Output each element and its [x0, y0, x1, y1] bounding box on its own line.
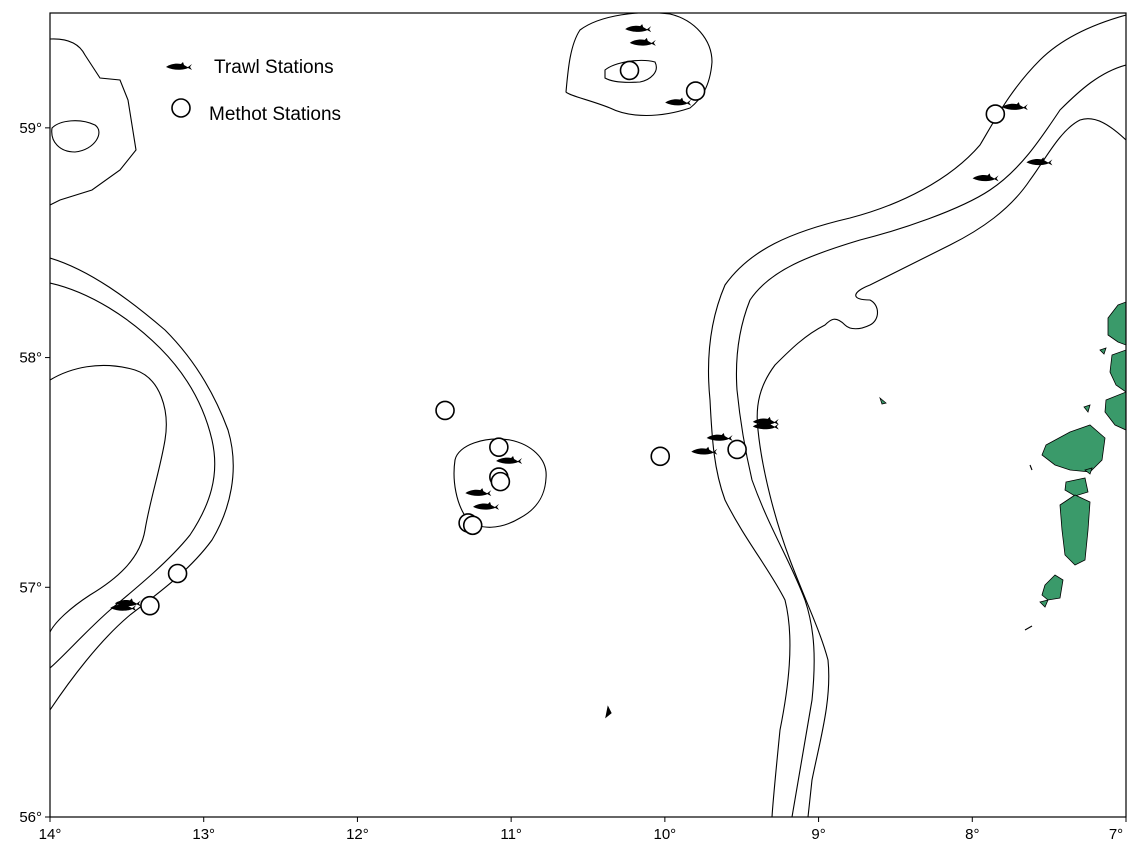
methot-station-circle-icon	[489, 437, 509, 457]
x-tick-label: 14°	[39, 826, 62, 843]
y-tick-label: 59°	[19, 120, 42, 137]
methot-station-circle-icon	[985, 104, 1006, 124]
small-feature-3	[1024, 625, 1033, 631]
trawl-station-fish-icon	[629, 37, 656, 46]
trawl-station-fish-icon	[706, 432, 733, 441]
trawl-station-fish-icon	[625, 24, 652, 33]
slope-inner-contour	[735, 64, 1126, 817]
rockall-middle-contour	[50, 282, 216, 669]
small-feature	[605, 705, 612, 719]
y-tick-label: 58°	[19, 350, 42, 367]
x-tick-label: 10°	[654, 826, 677, 843]
legend-trawl-label: Trawl Stations	[214, 57, 334, 78]
methot-station-circle-icon	[685, 81, 706, 101]
x-tick-label: 13°	[192, 826, 215, 843]
y-axis: 59° 58° 57° 56°	[19, 120, 50, 826]
slope-third-contour	[756, 118, 1126, 817]
land-islet-5	[1083, 404, 1091, 413]
x-tick-label: 8°	[965, 826, 979, 843]
rosemary-contour	[565, 13, 713, 117]
rockall-outer-contour	[50, 257, 234, 711]
land-masses	[879, 301, 1126, 608]
methot-station-circle-icon	[462, 515, 483, 536]
x-tick-label: 7°	[1109, 826, 1123, 843]
methot-station-circle-icon	[490, 471, 511, 492]
methot-station-circle-icon	[727, 439, 747, 460]
land-islet-4	[1099, 347, 1107, 355]
nw-small-contour	[51, 120, 100, 153]
land-upper	[1109, 349, 1126, 393]
x-tick-label: 9°	[811, 826, 825, 843]
land-islet-2	[879, 396, 887, 405]
land-islet-1	[1039, 599, 1049, 608]
trawl-station-fish-icon	[465, 488, 492, 497]
small-feature-2	[1029, 464, 1033, 471]
map-frame	[49, 12, 1127, 818]
trawl-station-fish-icon	[972, 173, 999, 182]
methot-stations-layer	[140, 60, 1006, 616]
land-uist	[1059, 494, 1091, 566]
trawl-station-fish-icon	[473, 501, 500, 510]
y-tick-label: 57°	[19, 579, 42, 596]
methot-station-circle-icon	[619, 60, 640, 81]
methot-station-circle-icon	[650, 446, 671, 467]
methot-station-circle-icon	[435, 400, 455, 421]
legend-methot-label: Methot Stations	[209, 104, 341, 125]
slope-outer-contour	[708, 14, 1126, 817]
nw-contour	[50, 38, 137, 206]
land-harris	[1064, 477, 1089, 497]
x-axis: 14° 13° 12° 11° 10° 9° 8° 7°	[39, 817, 1127, 843]
trawl-station-fish-icon	[665, 97, 692, 106]
legend-circle-icon	[171, 98, 191, 118]
rockall-inner-contour	[50, 364, 167, 633]
land-mid	[1104, 391, 1126, 431]
land-lewis	[1041, 424, 1106, 473]
map-plot-area	[50, 13, 1126, 817]
land-north	[1107, 301, 1126, 346]
trawl-station-fish-icon	[496, 455, 523, 464]
legend-fish-icon	[166, 62, 192, 70]
trawl-station-fish-icon	[1026, 157, 1053, 166]
x-tick-label: 12°	[346, 826, 369, 843]
methot-station-circle-icon	[167, 563, 188, 584]
land-barra	[1041, 574, 1064, 601]
legend: Trawl Stations Methot Stations	[166, 57, 341, 125]
y-tick-label: 56°	[19, 809, 42, 826]
methot-station-circle-icon	[140, 595, 160, 616]
x-tick-label: 11°	[500, 826, 522, 843]
land-islet-3	[1084, 467, 1093, 475]
